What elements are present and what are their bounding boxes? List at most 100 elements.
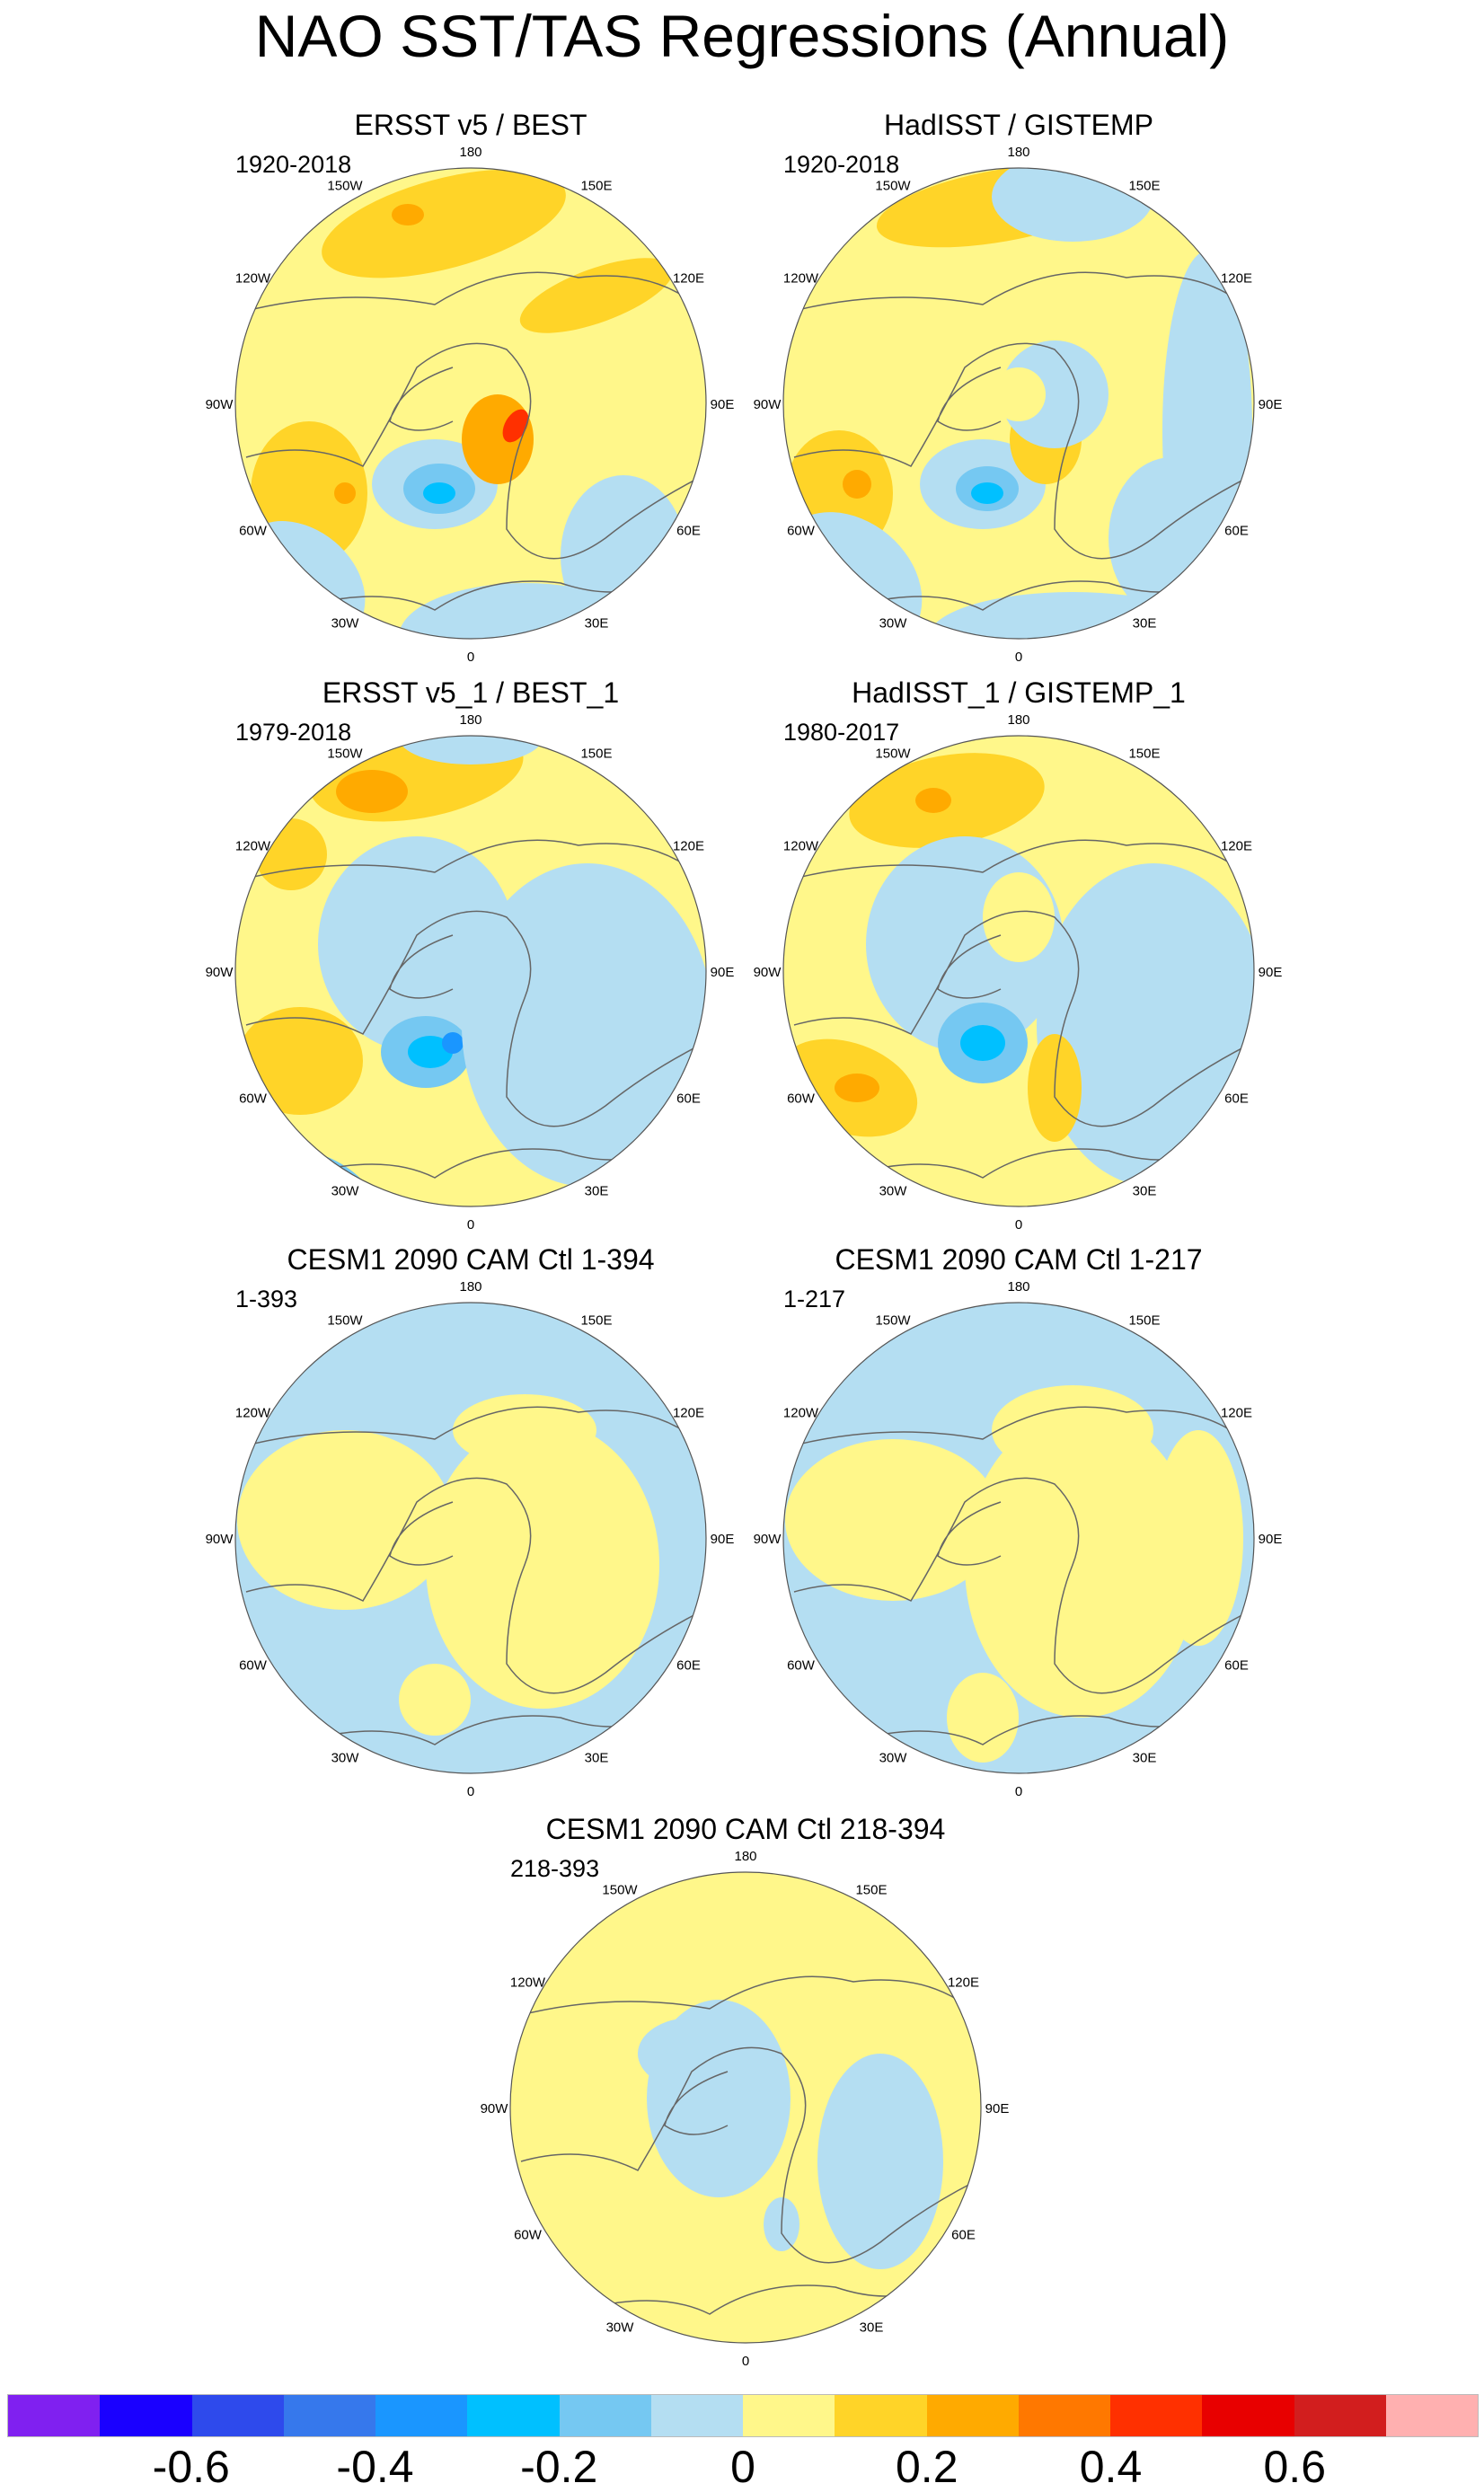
polar-map: 180 150E 120E 90E 60E 30E 0 30W 60W 90W 120W 150W [754,145,1283,665]
contour-region [334,482,356,504]
map-border [782,735,1255,1207]
longitude-label: 150W [327,1313,363,1329]
longitude-label: 150W [327,179,363,194]
longitude-label: 60W [787,1091,816,1107]
longitude-label: 120W [510,1975,546,1991]
longitude-label: 120E [673,271,704,287]
longitude-label: 60E [1224,524,1249,539]
colorbar-swatch [743,2395,835,2436]
map-panel: HadISST / GISTEMP 1920-2018 180 150E 120E 90E… [749,107,1288,668]
coastline [235,1406,705,1745]
panel-title: ERSST v5_1 / BEST_1 [322,676,620,709]
colorbar-swatch [100,2395,192,2436]
colorbar-swatch [650,2395,743,2436]
colorbar-swatch [191,2395,284,2436]
longitude-label: 30E [860,2320,884,2335]
coastline [783,1406,1253,1745]
contour-region [843,470,871,499]
contour-region [442,1032,464,1054]
longitude-label: 30W [879,615,908,631]
contour-region [408,1036,453,1068]
longitude-label: 30E [1133,1750,1157,1765]
colorbar-swatch [1018,2395,1110,2436]
contour-region [965,1412,1198,1718]
longitude-label: 60W [787,1658,816,1674]
panel-title: CESM1 2090 CAM Ctl 1-217 [835,1243,1203,1276]
longitude-label: 180 [1007,1279,1029,1295]
longitude-label: 60E [1224,1091,1249,1107]
colorbar-tick-label: 0.6 [1263,2442,1327,2492]
panel-title: CESM1 2090 CAM Ctl 1-394 [287,1243,655,1276]
contour-region [992,1385,1153,1475]
panel-title: HadISST / GISTEMP [884,109,1153,141]
contour-region [237,1430,453,1610]
longitude-label: 30E [1133,615,1157,631]
contour-region [423,482,455,504]
contour-region [462,863,706,1187]
longitude-label: 30W [331,615,360,631]
longitude-label: 120E [1221,271,1252,287]
panel-period: 218-393 [510,1855,600,1882]
contour-region [426,1421,659,1709]
longitude-label: 120E [1221,839,1252,854]
colorbar-tick-label: -0.4 [336,2442,414,2492]
longitude-label: 0 [742,2354,749,2369]
longitude-label: 120W [783,271,819,287]
map-border [234,1302,707,1774]
polar-map: 180 150E 120E 90E 60E 30E 0 30W 60W 90W 120W 150W [481,1849,1010,2369]
longitude-label: 60E [676,1091,701,1107]
longitude-label: 60W [514,2228,543,2243]
panel-period: 1980-2017 [783,719,900,746]
contour-region [992,367,1046,421]
contour-region [336,770,408,813]
contour-region [983,872,1055,962]
contour-region [502,409,529,443]
map-panel: CESM1 2090 CAM Ctl 1-394 1-393 180 150E 120E… [201,1242,740,1803]
longitude-label: 90E [1259,965,1283,980]
longitude-label: 0 [1015,1784,1022,1799]
contour-region [462,394,534,484]
colorbar [7,2394,1479,2437]
contour-region [960,1025,1005,1061]
colorbar-swatch [467,2395,560,2436]
longitude-label: 90W [754,965,782,980]
longitude-label: 150E [1128,747,1160,762]
contour-region [399,736,543,764]
longitude-label: 60W [787,524,816,539]
longitude-label: 90W [206,397,234,412]
longitude-label: 150W [875,1313,911,1329]
longitude-label: 0 [467,1217,474,1233]
longitude-label: 30W [331,1750,360,1765]
longitude-label: 90E [711,1532,735,1547]
colorbar-swatch [1385,2395,1478,2436]
longitude-label: 180 [459,145,481,160]
longitude-label: 180 [459,1279,481,1295]
longitude-label: 60W [239,1658,268,1674]
polar-map: 180 150E 120E 90E 60E 30E 0 30W 60W 90W 120W 150W [206,1279,735,1799]
longitude-label: 150E [1128,1313,1160,1329]
longitude-label: 180 [1007,145,1029,160]
map-border [234,735,707,1207]
contour-region [453,1394,596,1466]
longitude-label: 60E [951,2228,976,2243]
colorbar-swatch [835,2395,927,2436]
map-panel: ERSST v5_1 / BEST_1 1979-2018 180 150E 120E 9… [201,675,740,1236]
contour-region [519,258,674,333]
contour-region [971,482,1003,504]
contour-region [947,1673,1019,1763]
colorbar-swatch [926,2395,1019,2436]
colorbar-tick-label: -0.2 [520,2442,598,2492]
longitude-label: 90E [711,397,735,412]
longitude-label: 120W [235,839,271,854]
panel-period: 1920-2018 [783,151,900,178]
longitude-label: 120W [783,839,819,854]
contour-region [915,788,951,813]
coastline [510,1975,980,2315]
longitude-label: 30W [879,1183,908,1198]
contour-region [835,1074,879,1102]
colorbar-tick-label: -0.6 [152,2442,230,2492]
polar-map: 180 150E 120E 90E 60E 30E 0 30W 60W 90W 120W 150W [754,712,1283,1233]
longitude-label: 180 [734,1849,756,1864]
contour-region [399,1664,471,1736]
contour-region [322,169,566,278]
